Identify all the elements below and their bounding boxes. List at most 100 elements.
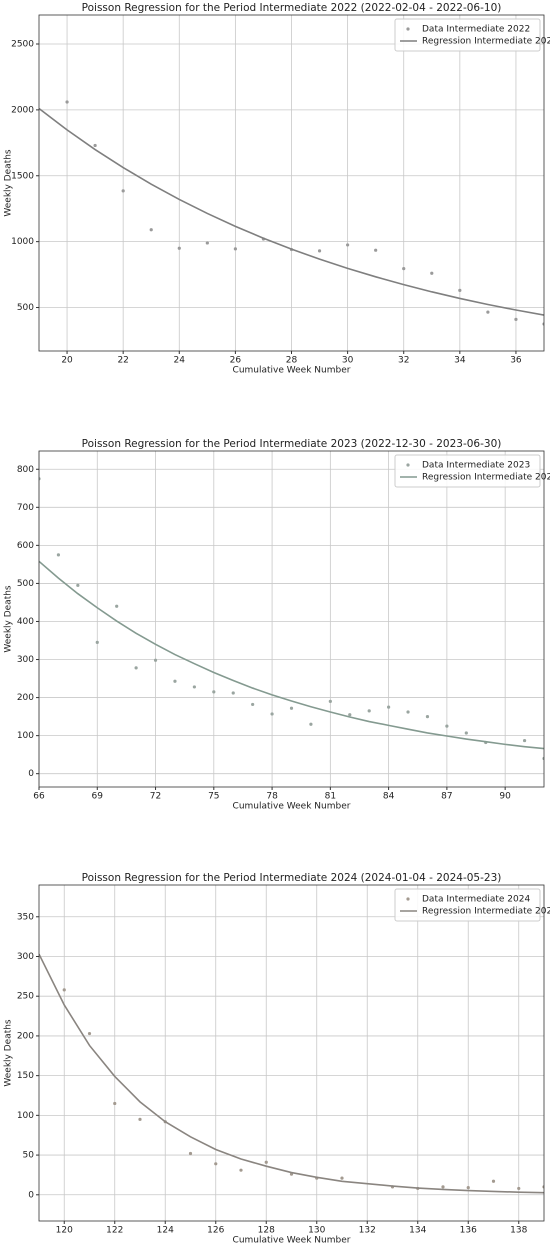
x-axis-label: Cumulative Week Number [233,802,351,812]
legend-label: Regression Intermediate 2023 [422,473,550,483]
data-point [522,738,527,743]
data-point [309,722,313,726]
data-point [192,685,196,689]
x-axis-label: Cumulative Week Number [233,1236,351,1246]
legend-label: Data Intermediate 2023 [422,461,530,471]
data-point [134,666,138,670]
y-tick-label: 100 [17,731,34,741]
x-tick-label: 34 [454,356,466,366]
y-tick-label: 200 [17,693,34,703]
data-point [173,679,177,683]
y-tick-label: 50 [23,1151,35,1161]
x-tick-label: 132 [359,1226,376,1236]
data-point [115,604,119,608]
data-point [270,712,274,716]
data-point [458,288,462,292]
regression-line [39,107,544,316]
y-tick-label: 1500 [11,171,34,181]
x-tick-label: 84 [383,792,395,802]
x-tick-label: 81 [325,792,336,802]
data-point [406,710,410,714]
x-tick-label: 24 [174,356,186,366]
legend-swatch [406,463,410,467]
chart: Poisson Regression for the Period Interm… [4,438,550,812]
y-tick-label: 400 [17,617,34,627]
data-point [149,228,153,232]
plot-area [39,953,544,1194]
data-point [374,248,378,252]
data-point [231,691,235,695]
data-point [464,731,468,735]
data-point [317,249,322,253]
data-point [514,317,518,321]
data-point [367,709,371,713]
plot-area [39,100,544,326]
x-tick-label: 32 [398,356,409,366]
plot-frame [38,14,545,352]
data-point [517,1186,521,1191]
chart-title: Poisson Regression for the Period Interm… [82,872,502,884]
y-tick-label: 100 [17,1111,34,1121]
data-point [402,267,406,271]
y-tick-label: 800 [17,465,34,475]
legend-box [394,888,541,922]
data-point [346,243,350,247]
y-axis-label: Weekly Deaths [4,585,14,653]
x-tick-label: 30 [342,356,354,366]
y-tick-label: 500 [17,303,34,313]
data-point [113,1101,117,1106]
data-point [93,143,97,148]
data-point [95,640,99,645]
plot-frame [38,450,545,788]
y-tick-label: 700 [17,503,34,513]
data-point [239,1168,243,1172]
data-point [486,310,490,314]
data-point [188,1151,193,1156]
x-tick-label: 124 [157,1226,174,1236]
data-point [445,724,449,728]
chart: Poisson Regression for the Period Interm… [4,872,550,1246]
data-point [289,706,294,710]
legend: Data Intermediate 2022 Regression Interme… [394,18,550,52]
x-tick-label: 87 [441,792,452,802]
x-tick-label: 22 [117,356,128,366]
data-point [340,1176,344,1180]
data-point [87,1031,92,1036]
x-tick-label: 69 [92,792,104,802]
y-tick-label: 200 [17,1031,34,1041]
legend-box [394,454,541,488]
legend-label: Data Intermediate 2024 [422,895,530,905]
data-point [177,246,181,250]
x-tick-label: 134 [409,1226,426,1236]
data-point [251,702,255,707]
chart-title: Poisson Regression for the Period Interm… [82,438,502,450]
data-point [56,553,61,557]
data-point [264,1160,268,1164]
legend-swatch [406,27,410,31]
x-tick-label: 66 [33,792,45,802]
legend-label: Data Intermediate 2022 [422,25,530,35]
legend: Data Intermediate 2024 Regression Interme… [394,888,550,922]
y-axis-label: Weekly Deaths [4,1019,14,1087]
regression-line [39,560,544,750]
data-point [466,1186,470,1190]
legend: Data Intermediate 2023 Regression Interme… [394,454,550,488]
regression-line [39,953,544,1194]
plot-frame [38,884,545,1222]
legend-box [394,18,541,52]
y-tick-label: 2000 [11,105,34,115]
data-point [328,699,332,703]
data-point [214,1162,218,1166]
data-point [76,583,80,587]
x-tick-label: 136 [460,1226,477,1236]
y-tick-label: 150 [17,1071,34,1081]
data-point [212,690,216,694]
y-tick-label: 300 [17,952,34,962]
legend-label: Regression Intermediate 2024 [422,907,550,917]
legend-swatch [406,897,410,901]
data-point [138,1117,142,1121]
data-point [233,247,237,251]
x-axis-label: Cumulative Week Number [233,366,351,376]
x-tick-label: 126 [207,1226,224,1236]
